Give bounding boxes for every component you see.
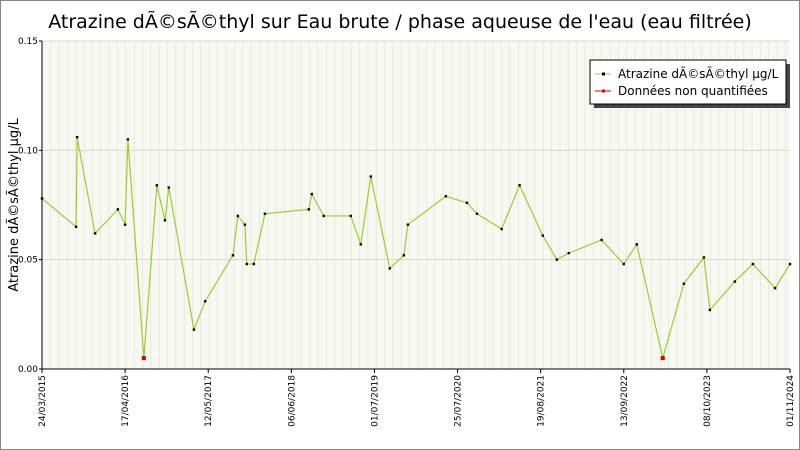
data-point	[635, 243, 638, 246]
x-tick-label: 01/11/2024	[786, 375, 796, 427]
data-point	[349, 214, 352, 218]
x-tick-label: 25/07/2020	[454, 375, 464, 427]
data-point	[773, 286, 777, 290]
data-point	[682, 282, 686, 285]
data-point	[40, 197, 44, 200]
x-tick-label: 12/05/2017	[204, 375, 214, 427]
data-point	[660, 356, 665, 361]
data-point	[163, 219, 167, 222]
data-point	[518, 184, 521, 187]
x-tick-label: 08/10/2023	[703, 375, 713, 427]
data-point	[567, 251, 570, 255]
data-point	[307, 208, 311, 211]
data-point	[406, 223, 410, 226]
data-point	[541, 234, 544, 237]
data-point	[204, 300, 207, 303]
y-tick-label: 0.05	[18, 256, 38, 266]
data-point	[252, 262, 256, 266]
legend-box	[589, 59, 787, 105]
legend-label: Données non quantifiées	[618, 84, 768, 98]
data-point	[465, 201, 469, 205]
data-point	[123, 223, 127, 226]
legend-marker	[602, 89, 605, 93]
x-tick-label: 17/04/2016	[121, 375, 131, 427]
x-tick-label: 13/09/2022	[620, 375, 630, 427]
data-point	[555, 258, 559, 261]
chart-title: Atrazine dÃ©sÃ©thyl sur Eau brute / phas…	[48, 10, 752, 33]
data-point	[600, 238, 603, 242]
data-point	[167, 186, 170, 189]
data-point	[359, 243, 363, 246]
data-point	[751, 262, 755, 266]
data-point	[93, 232, 97, 235]
data-point	[622, 262, 625, 266]
data-point	[245, 262, 248, 266]
x-tick-label: 19/08/2021	[537, 375, 547, 427]
y-tick-label: 0.10	[18, 146, 38, 156]
data-point	[243, 223, 247, 226]
data-point	[402, 254, 406, 257]
data-point	[116, 208, 120, 211]
data-point	[788, 262, 792, 266]
legend: Atrazine dÃ©sÃ©thyl µg/L Données non quan…	[589, 59, 790, 108]
y-tick-label: 0.15	[18, 37, 38, 47]
y-tick-label: 0.00	[18, 365, 38, 375]
data-point	[733, 280, 737, 283]
data-point	[322, 214, 325, 218]
data-point	[74, 225, 78, 229]
data-point	[155, 184, 159, 187]
data-point	[263, 212, 267, 215]
data-point	[444, 195, 448, 198]
legend-label: Atrazine dÃ©sÃ©thyl µg/L	[618, 66, 779, 81]
y-axis-label: Atrazine dÃ©sÃ©thyl µg/L	[6, 117, 22, 291]
data-point	[388, 267, 391, 270]
data-point	[500, 227, 503, 231]
data-point	[192, 328, 196, 331]
data-point	[708, 308, 712, 312]
legend-marker	[602, 72, 605, 76]
data-point	[141, 356, 146, 361]
data-point	[126, 138, 130, 141]
data-point	[475, 212, 479, 215]
data-point	[236, 214, 240, 218]
x-tick-label: 24/03/2015	[38, 375, 48, 427]
data-point	[702, 256, 706, 259]
data-point	[231, 254, 235, 257]
x-tick-label: 01/07/2019	[370, 375, 380, 427]
data-point	[310, 192, 313, 196]
x-tick-label: 06/06/2018	[287, 375, 297, 427]
data-point	[75, 136, 79, 139]
data-point	[369, 175, 373, 178]
